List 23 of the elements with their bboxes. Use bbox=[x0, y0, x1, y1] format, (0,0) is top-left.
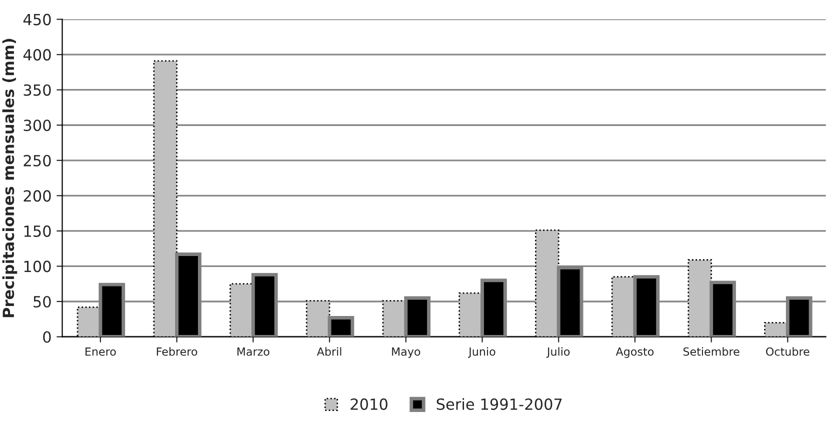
y-axis-title: Precipitaciones mensuales (mm) bbox=[2, 38, 18, 318]
legend-label: Serie 1991-2007 bbox=[436, 398, 562, 410]
x-tick-label: Abril bbox=[316, 347, 342, 356]
x-tick-label: Marzo bbox=[237, 348, 270, 356]
x-tick-label: Julio bbox=[546, 347, 570, 358]
y-tick-label: 450 bbox=[23, 14, 51, 26]
x-tick-label: Enero bbox=[86, 348, 116, 356]
x-tick-label: Octubre bbox=[766, 347, 810, 356]
x-tick-label: Mayo bbox=[392, 348, 420, 358]
y-tick-label: 400 bbox=[23, 49, 51, 61]
y-tick-label: 250 bbox=[24, 154, 51, 166]
legend-label: 2010 bbox=[350, 398, 388, 410]
x-tick-label: Febrero bbox=[156, 347, 198, 356]
x-tick-label: Agosto bbox=[616, 348, 654, 358]
y-tick-label: 350 bbox=[24, 84, 51, 96]
x-tick-label: Setiembre bbox=[683, 347, 740, 356]
y-tick-label: 0 bbox=[43, 331, 51, 343]
y-tick-label: 150 bbox=[24, 225, 51, 237]
y-tick-label: 100 bbox=[24, 260, 51, 272]
y-tick-label: 50 bbox=[34, 296, 51, 308]
y-tick-label: 200 bbox=[24, 190, 51, 202]
x-tick-label: Junio bbox=[468, 347, 496, 358]
y-tick-label: 300 bbox=[24, 120, 51, 132]
